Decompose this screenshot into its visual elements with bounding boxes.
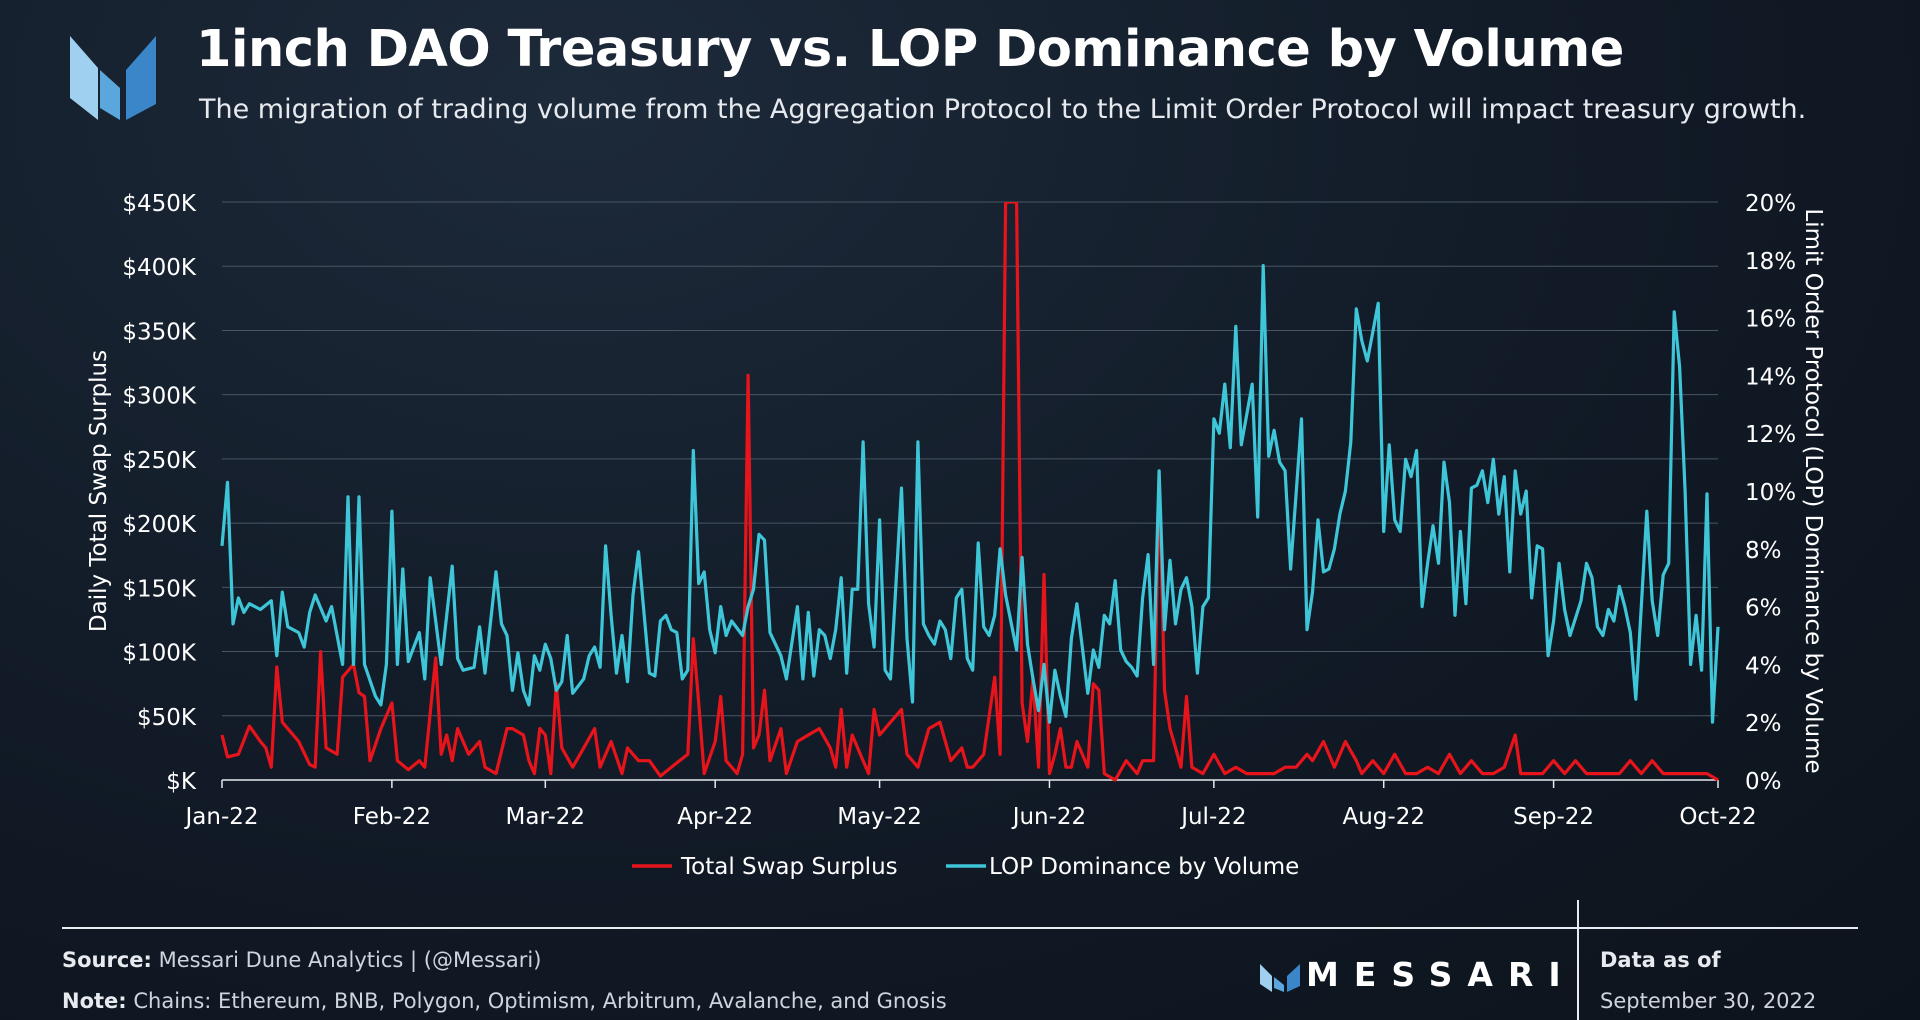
- y-left-axis-title: Daily Total Swap Surplus: [86, 350, 112, 632]
- chart-title: 1inch DAO Treasury vs. LOP Dominance by …: [196, 20, 1624, 79]
- y-right-tick-label: 12%: [1745, 422, 1796, 448]
- note-label: Note:: [62, 989, 127, 1013]
- y-left-tick-label: $K: [166, 769, 197, 795]
- footer-vertical-divider: [1577, 900, 1579, 1020]
- y-right-tick-label: 2%: [1745, 711, 1782, 737]
- x-tick-label: Jul-22: [1179, 804, 1246, 830]
- messari-footer-logo-icon: [1260, 964, 1300, 992]
- y-left-tick-label: $450K: [122, 191, 197, 217]
- y-right-tick-label: 20%: [1745, 191, 1796, 217]
- y-left-tick-label: $150K: [122, 576, 197, 602]
- x-tick-label: Jun-22: [1011, 804, 1087, 830]
- y-right-tick-label: 10%: [1745, 480, 1796, 506]
- x-tick-label: Aug-22: [1342, 804, 1424, 830]
- footer-divider: [62, 927, 1858, 929]
- x-tick-label: Apr-22: [677, 804, 753, 830]
- series-line-total-swap-surplus: [220, 202, 1719, 782]
- y-left-tick-label: $400K: [122, 255, 197, 281]
- messari-logo-icon: [70, 36, 156, 120]
- data-as-of-label: Data as of: [1600, 948, 1721, 972]
- source-label: Source:: [62, 948, 152, 972]
- note-line: Note: Chains: Ethereum, BNB, Polygon, Op…: [62, 989, 947, 1013]
- legend-label-lop-dominance: LOP Dominance by Volume: [989, 854, 1299, 880]
- y-left-tick-label: $300K: [122, 384, 197, 410]
- y-right-axis-title: Limit Order Protocol (LOP) Dominance by …: [1800, 208, 1826, 773]
- y-left-tick-label: $250K: [122, 448, 197, 474]
- source-line: Source: Messari Dune Analytics | (@Messa…: [62, 948, 541, 972]
- y-right-tick-label: 16%: [1745, 307, 1796, 333]
- y-left-tick-label: $50K: [137, 705, 197, 731]
- data-as-of-date: September 30, 2022: [1600, 989, 1817, 1013]
- series-line-lop-dominance: [220, 264, 1720, 724]
- y-right-tick-label: 0%: [1745, 769, 1782, 795]
- x-tick-label: Sep-22: [1513, 804, 1594, 830]
- source-text: Messari Dune Analytics | (@Messari): [158, 948, 542, 972]
- x-tick-label: Oct-22: [1679, 804, 1756, 830]
- x-tick-label: Jan-22: [183, 804, 258, 830]
- y-left-tick-label: $200K: [122, 512, 197, 538]
- x-tick-label: Mar-22: [506, 804, 586, 830]
- x-tick-label: May-22: [837, 804, 922, 830]
- y-right-tick-label: 8%: [1745, 538, 1782, 564]
- chart-subtitle: The migration of trading volume from the…: [199, 94, 1807, 125]
- x-tick-label: Feb-22: [353, 804, 431, 830]
- y-right-tick-label: 18%: [1745, 249, 1796, 275]
- chart: $K $50K $100K $150K $200K $250K $300K $350K $400…: [86, 191, 1826, 880]
- y-right-tick-label: 14%: [1745, 364, 1796, 390]
- messari-wordmark: MESSARI: [1306, 955, 1576, 994]
- y-right-tick-label: 4%: [1745, 653, 1782, 679]
- legend-label-total-swap-surplus: Total Swap Surplus: [680, 854, 898, 880]
- y-right-tick-label: 6%: [1745, 596, 1782, 622]
- y-left-tick-label: $350K: [122, 319, 197, 345]
- y-left-tick-label: $100K: [122, 641, 197, 667]
- note-text: Chains: Ethereum, BNB, Polygon, Optimism…: [133, 989, 947, 1013]
